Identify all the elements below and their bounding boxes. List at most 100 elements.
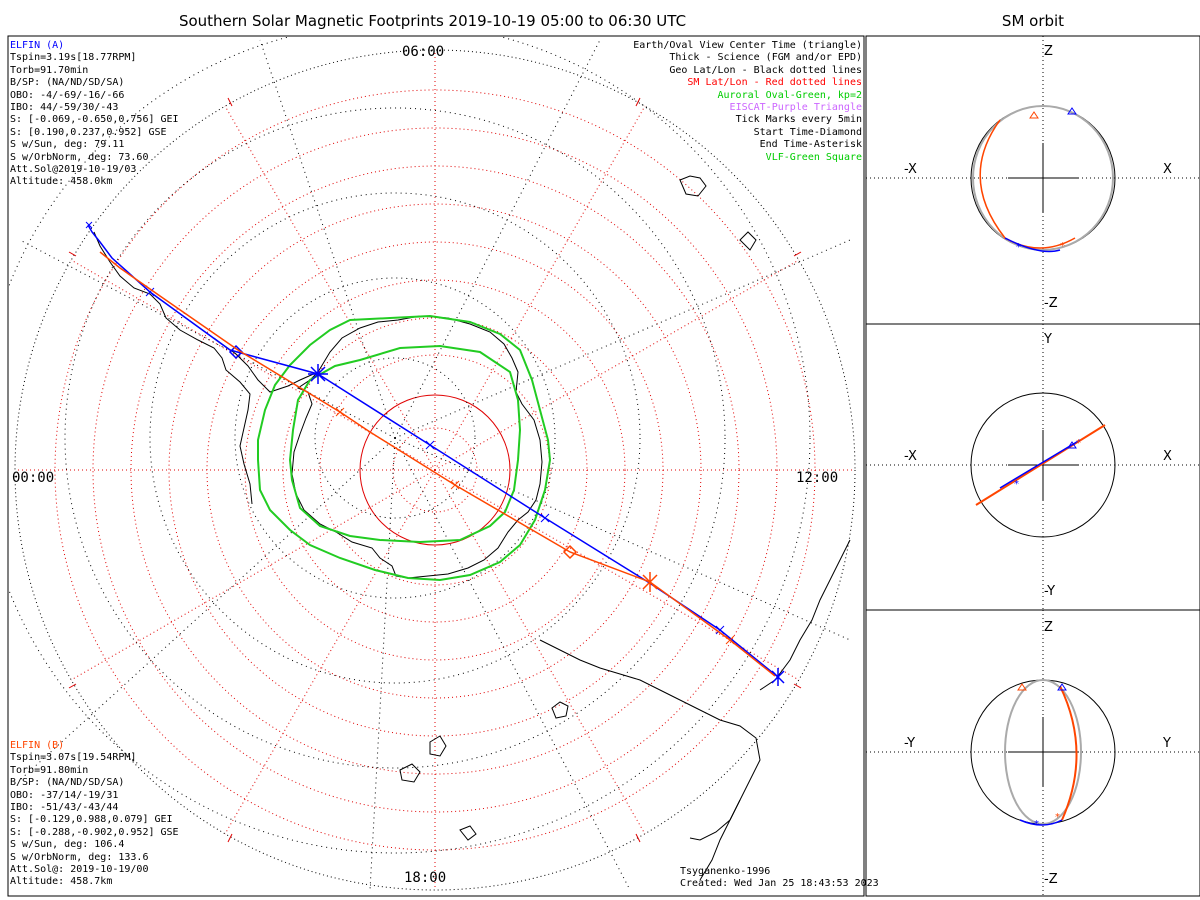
legend-item: Tick Marks every 5min bbox=[735, 114, 862, 126]
elfin-b-orbit-xy bbox=[975, 424, 1106, 506]
elfin-a-start-tick bbox=[85, 221, 93, 229]
legend-item: End Time-Asterisk bbox=[759, 139, 862, 151]
elfin-a-orbit-xy bbox=[999, 439, 1081, 489]
madagascar-coast bbox=[551, 701, 569, 719]
orbit-title: SM orbit bbox=[1001, 12, 1065, 30]
panel3-right-label: Y bbox=[1163, 736, 1171, 751]
geo-longitude-lines bbox=[19, 39, 851, 891]
elfin-b-track bbox=[99, 251, 776, 677]
created-timestamp: Created: Wed Jan 25 18:43:53 2023 bbox=[680, 878, 879, 890]
elfin-a-line: Altitude: 458.0km bbox=[10, 176, 113, 188]
elfin-a-line: S: [-0.069,-0.650,0.756] GEI bbox=[10, 114, 179, 126]
auroral-oval-outer bbox=[257, 314, 552, 582]
panel1-right-label: X bbox=[1163, 162, 1172, 177]
elfin-b-info: ELFIN (B) Tspin=3.07s[19.54RPM] Torb=91.… bbox=[10, 740, 179, 889]
elfin-a-center-asterisk bbox=[308, 364, 328, 384]
panel2-left-label: -X bbox=[904, 449, 917, 464]
orbit-panel-xz: * * bbox=[866, 36, 1200, 324]
australia-coast bbox=[759, 539, 851, 691]
elfin-a-orbit-xz bbox=[972, 105, 1114, 251]
legend-item: EISCAT-Purple Triangle bbox=[729, 102, 862, 114]
elfin-a-arc-xz bbox=[1004, 237, 1061, 253]
map-footer: Tsyganenko-1996 Created: Wed Jan 25 18:4… bbox=[680, 866, 879, 891]
elfin-a-line bbox=[87, 224, 779, 678]
elfin-a-start-diamond bbox=[228, 344, 244, 360]
panel3-top-label: Z bbox=[1044, 620, 1053, 635]
map-title: Southern Solar Magnetic Footprints 2019-… bbox=[178, 12, 687, 30]
hour-label-12: 12:00 bbox=[796, 470, 839, 486]
elfin-b-line: IBO: -51/43/-43/44 bbox=[10, 802, 119, 814]
elfin-b-line: S: [-0.288,-0.902,0.952] GSE bbox=[10, 826, 179, 838]
elfin-b-ticks bbox=[335, 407, 735, 645]
legend-item: Auroral Oval-Green, kp=2 bbox=[717, 89, 863, 101]
svg-text:*: * bbox=[1014, 479, 1019, 490]
panel3-left-label: -Y bbox=[904, 736, 916, 751]
elfin-a-line: B/SP: (NA/ND/SD/SA) bbox=[10, 77, 125, 89]
elfin-a-end-asterisk bbox=[771, 668, 785, 686]
sm-inner-circle bbox=[359, 394, 511, 546]
south-america-coast bbox=[93, 231, 253, 505]
hour-label-18: 18:00 bbox=[404, 870, 447, 886]
elfin-a-line: IBO: 44/-59/30/-43 bbox=[10, 102, 119, 114]
panel1-bottom-label: -Z bbox=[1044, 296, 1058, 311]
elfin-a-ticks bbox=[145, 287, 725, 635]
elfin-a-line: S w/OrbNorm, deg: 73.60 bbox=[10, 151, 149, 163]
elfin-b-line: Att.Sol@: 2019-10-19/00 bbox=[10, 864, 149, 876]
panel2-top-label: Y bbox=[1044, 332, 1052, 347]
panel1-top-label: Z bbox=[1044, 44, 1053, 59]
legend-item: Start Time-Diamond bbox=[753, 126, 862, 138]
panel2-bottom-label: -Y bbox=[1044, 584, 1056, 599]
elfin-a-orbit-yz bbox=[1004, 679, 1082, 825]
orbit-panel-2-frame bbox=[865, 323, 1200, 611]
elfin-b-name: ELFIN (B) bbox=[10, 740, 65, 751]
elfin-b-line bbox=[99, 251, 776, 677]
coast-fragment bbox=[459, 825, 477, 841]
svg-text:*: * bbox=[1034, 819, 1039, 830]
elfin-a-name: ELFIN (A) bbox=[10, 40, 65, 51]
polar-map bbox=[9, 37, 856, 891]
antarctica-coast bbox=[291, 315, 543, 579]
elfin-b-line: Altitude: 458.7km bbox=[10, 876, 113, 888]
elfin-a-line: Tspin=3.19s[18.77RPM] bbox=[10, 52, 137, 64]
elfin-b-line: S: [-0.129,0.988,0.079] GEI bbox=[10, 814, 173, 826]
legend-item: Thick - Science (FGM and/or EPD) bbox=[669, 52, 862, 64]
hour-label-00: 00:00 bbox=[12, 470, 55, 486]
elfin-b-start-diamond bbox=[562, 544, 578, 560]
elfin-b-line: S w/OrbNorm, deg: 133.6 bbox=[10, 851, 149, 863]
coast-fragment-2 bbox=[739, 231, 757, 251]
panel1-left-label: -X bbox=[904, 162, 917, 177]
elfin-a-line: OBO: -4/-69/-16/-66 bbox=[10, 89, 125, 101]
elfin-b-line: Tspin=3.07s[19.54RPM] bbox=[10, 752, 137, 764]
svg-text:*: * bbox=[1016, 242, 1021, 253]
new-zealand-coast bbox=[679, 175, 707, 197]
map-legend: Earth/Oval View Center Time (triangle) T… bbox=[633, 40, 862, 164]
elfin-b-orbit-yz bbox=[1059, 685, 1078, 821]
svg-text:*: * bbox=[1055, 812, 1060, 823]
earth-disk-outline bbox=[14, 49, 856, 891]
sm-meridian-ticks bbox=[68, 97, 802, 843]
elfin-a-line: S w/Sun, deg: 79.11 bbox=[10, 139, 125, 151]
elfin-b-center-asterisk bbox=[642, 572, 658, 592]
auroral-oval-inner bbox=[288, 344, 522, 544]
model-name: Tsyganenko-1996 bbox=[680, 866, 771, 877]
africa-coast bbox=[539, 639, 761, 881]
earth-circle-xy bbox=[970, 392, 1116, 538]
elfin-a-arc-yz bbox=[1019, 819, 1063, 826]
orbit-panel-yz: * * bbox=[866, 610, 1200, 896]
elfin-b-line: B/SP: (NA/ND/SD/SA) bbox=[10, 777, 125, 789]
svg-text:*: * bbox=[1076, 438, 1081, 449]
legend-item: SM Lat/Lon - Red dotted lines bbox=[687, 77, 862, 89]
elfin-b-line: OBO: -37/14/-19/31 bbox=[10, 789, 119, 801]
elfin-b-line: Torb=91.80min bbox=[10, 764, 89, 776]
elfin-b-line: S w/Sun, deg: 106.4 bbox=[10, 839, 125, 851]
legend-item: Earth/Oval View Center Time (triangle) bbox=[633, 40, 862, 51]
svg-text:*: * bbox=[1060, 241, 1065, 252]
elfin-a-line: Torb=91.70min bbox=[10, 64, 89, 76]
island-coast-2 bbox=[399, 763, 421, 783]
island-coast-1 bbox=[429, 735, 447, 757]
legend-item: Geo Lat/Lon - Black dotted lines bbox=[669, 64, 862, 76]
orbit-panel-1-frame bbox=[865, 35, 1200, 325]
antarctic-peninsula-coast bbox=[213, 337, 319, 393]
orbit-panel-3-frame bbox=[865, 609, 1200, 897]
